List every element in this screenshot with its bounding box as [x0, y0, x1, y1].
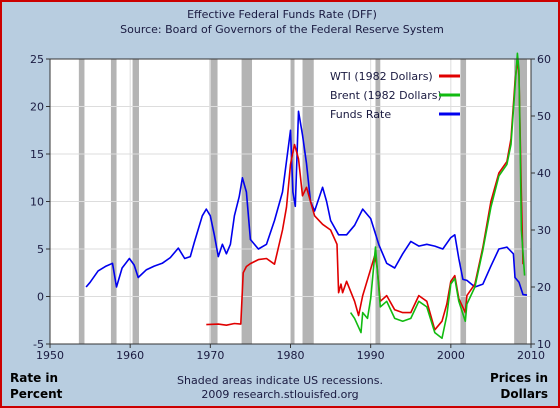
legend: WTI (1982 Dollars) Brent (1982 Dollars) Fu…: [330, 70, 460, 121]
legend-funds-rate-label: Funds Rate: [330, 108, 391, 121]
left-axis-label: Rate in Percent: [10, 370, 62, 402]
y-left-tick-label: 0: [37, 291, 44, 304]
brent-line: [349, 52, 526, 340]
y-right-tick-label: 20: [537, 281, 551, 294]
x-tick-label: 1950: [36, 349, 64, 362]
legend-brent-label: Brent (1982 Dollars): [330, 89, 442, 102]
chart-title: Effective Federal Funds Rate (DFF): [187, 8, 377, 21]
x-tick-label: 1990: [357, 349, 385, 362]
y-left-tick-label: 10: [30, 196, 44, 209]
x-tick-label: 2010: [517, 349, 545, 362]
x-axis-ticks: 1950 1960 1970 1980 1990 2000 2010: [36, 344, 545, 362]
x-tick-label: 1960: [116, 349, 144, 362]
right-axis-label-line-2: Dollars: [500, 387, 548, 401]
x-tick-label: 1980: [277, 349, 305, 362]
chart-subtitle: Source: Board of Governors of the Federa…: [120, 23, 444, 36]
y-left-tick-label: 5: [37, 243, 44, 256]
right-axis-label: Prices in Dollars: [490, 370, 548, 402]
y-left-tick-label: 25: [30, 53, 44, 66]
y-right-tick-label: 50: [537, 110, 551, 123]
y-left-tick-label: -5: [33, 338, 44, 351]
y-axis-right-ticks: 10 20 30 40 50 60: [531, 53, 551, 351]
y-right-tick-label: 40: [537, 167, 551, 180]
series-lines: [85, 52, 528, 340]
left-axis-label-line-2: Percent: [10, 387, 63, 401]
y-left-tick-label: 20: [30, 101, 44, 114]
y-left-tick-label: 15: [30, 148, 44, 161]
recession-note: Shaded areas indicate US recessions.: [177, 374, 383, 387]
x-tick-label: 1970: [196, 349, 224, 362]
y-right-tick-label: 10: [537, 338, 551, 351]
funds-rate-line: [85, 110, 528, 296]
left-axis-label-line-1: Rate in: [10, 371, 59, 385]
y-axis-left-ticks: -5 0 5 10 15 20 25: [30, 53, 50, 351]
right-axis-label-line-1: Prices in: [489, 371, 548, 385]
legend-wti-label: WTI (1982 Dollars): [330, 70, 433, 83]
y-right-tick-label: 30: [537, 224, 551, 237]
y-right-tick-label: 60: [537, 53, 551, 66]
source-line: 2009 research.stlouisfed.org: [201, 388, 359, 401]
x-tick-label: 2000: [437, 349, 465, 362]
